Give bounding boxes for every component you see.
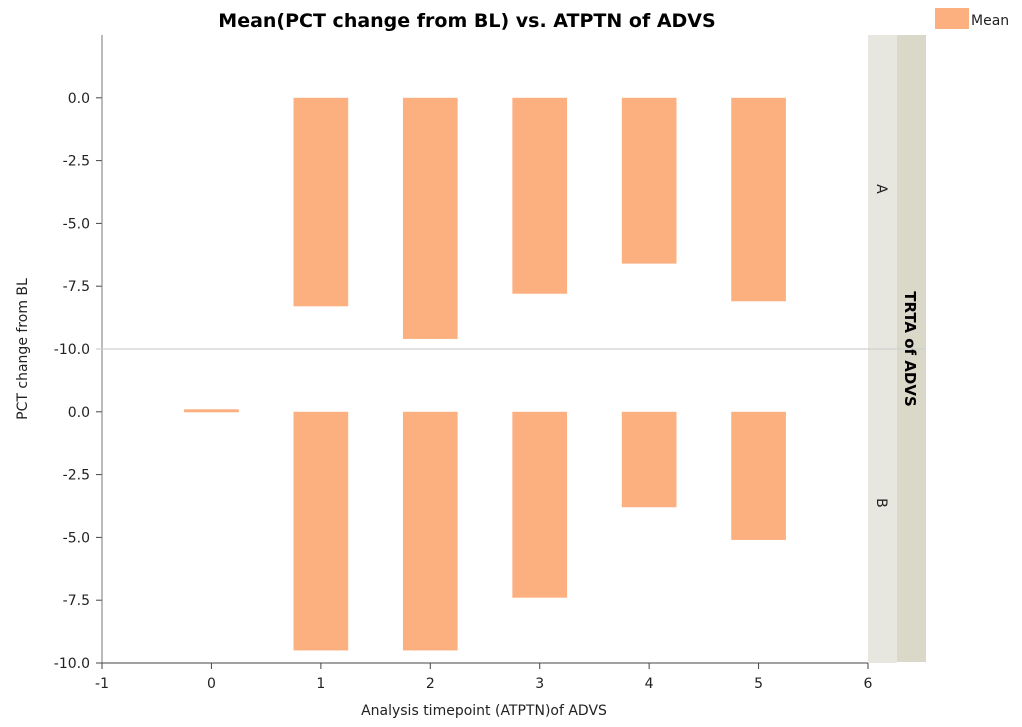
legend-swatch (935, 8, 969, 29)
y-tick-label: 0.0 (68, 405, 90, 421)
chart-title: Mean(PCT change from BL) vs. ATPTN of AD… (218, 10, 715, 32)
legend-label: Mean (971, 13, 1009, 29)
facet-strip (868, 35, 897, 349)
y-tick-label: -10.0 (54, 656, 90, 672)
facet-strip-label: A (873, 184, 889, 194)
x-tick-label: 0 (207, 676, 216, 692)
bar (402, 411, 458, 651)
bar (621, 97, 677, 264)
panel-A: A 0.0 -2.5 -5.0 -7.5 -10.0 (54, 35, 897, 358)
y-tick-label: -7.5 (63, 593, 90, 609)
y-axis-label: PCT change from BL (15, 278, 31, 420)
y-tick-label: -7.5 (63, 279, 90, 295)
bar (512, 97, 568, 294)
bar (184, 409, 239, 413)
y-tick-label: -5.0 (63, 530, 90, 546)
y-tick-label: 0.0 (68, 91, 90, 107)
facet-strip (868, 349, 897, 663)
bar (293, 97, 349, 307)
bar (402, 97, 458, 339)
x-tick-label: 3 (535, 676, 544, 692)
y-tick-label: -5.0 (63, 216, 90, 232)
x-tick-label: 4 (645, 676, 654, 692)
x-tick-label: 5 (754, 676, 763, 692)
plot-panels: A 0.0 -2.5 -5.0 -7.5 -10.0 B 0.0 -2.5 -5.0 -7.5 -10… (54, 35, 926, 672)
y-tick-label: -2.5 (63, 154, 90, 170)
y-tick-label: -10.0 (54, 342, 90, 358)
x-axis: -1 0 1 2 3 4 5 6 (95, 662, 873, 692)
bar (293, 411, 349, 651)
x-tick-label: 6 (864, 676, 873, 692)
panel-B: B 0.0 -2.5 -5.0 -7.5 -10.0 (54, 349, 897, 672)
y-tick-label: -2.5 (63, 468, 90, 484)
facet-strip-label: B (873, 498, 889, 508)
x-axis-label: Analysis timepoint (ATPTN)of ADVS (361, 703, 607, 719)
bar (621, 411, 677, 508)
bar (731, 411, 786, 540)
x-tick-label: 1 (316, 676, 325, 692)
bar (512, 411, 568, 598)
x-tick-label: -1 (95, 676, 109, 692)
bar (731, 97, 786, 302)
x-tick-label: 2 (426, 676, 435, 692)
